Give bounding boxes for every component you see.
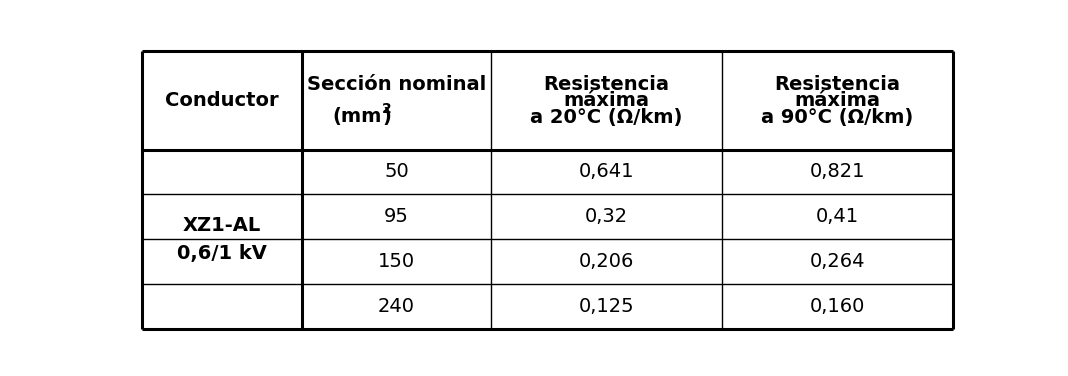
Text: ): ) bbox=[382, 107, 391, 126]
Text: Sección nominal: Sección nominal bbox=[307, 75, 486, 94]
Text: 0,32: 0,32 bbox=[584, 207, 628, 226]
Text: 95: 95 bbox=[384, 207, 409, 226]
Text: 150: 150 bbox=[378, 252, 415, 271]
Text: Resistencia: Resistencia bbox=[544, 75, 670, 94]
Text: máxima: máxima bbox=[795, 91, 880, 110]
Text: 0,125: 0,125 bbox=[579, 297, 634, 316]
Text: 0,206: 0,206 bbox=[579, 252, 633, 271]
Text: a 90°C (Ω/km): a 90°C (Ω/km) bbox=[761, 108, 913, 127]
Text: (mm: (mm bbox=[332, 107, 381, 126]
Text: 0,264: 0,264 bbox=[810, 252, 865, 271]
Text: 240: 240 bbox=[378, 297, 415, 316]
Text: 0,821: 0,821 bbox=[810, 162, 865, 182]
Text: XZ1-AL
0,6/1 kV: XZ1-AL 0,6/1 kV bbox=[177, 216, 267, 263]
Text: Resistencia: Resistencia bbox=[774, 75, 900, 94]
Text: 0,641: 0,641 bbox=[579, 162, 634, 182]
Text: 50: 50 bbox=[384, 162, 409, 182]
Text: 0,41: 0,41 bbox=[816, 207, 859, 226]
Text: Conductor: Conductor bbox=[166, 91, 279, 110]
Text: máxima: máxima bbox=[563, 91, 649, 110]
Text: 0,160: 0,160 bbox=[810, 297, 865, 316]
Text: a 20°C (Ω/km): a 20°C (Ω/km) bbox=[530, 108, 682, 127]
Text: 2: 2 bbox=[381, 102, 391, 116]
